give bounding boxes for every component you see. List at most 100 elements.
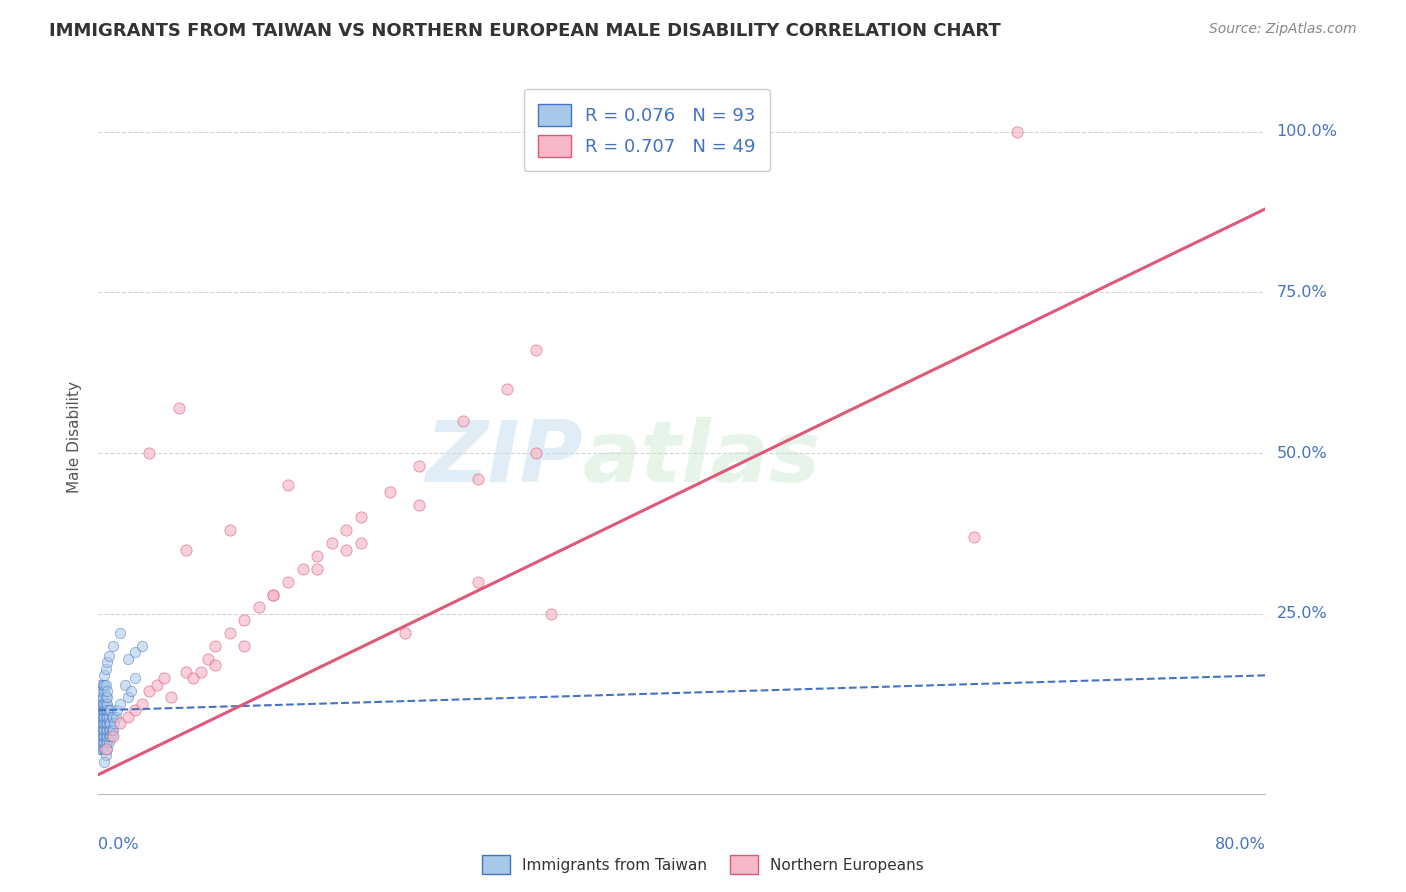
Point [153, 671, 176, 685]
Point [93, 729, 115, 743]
Point [90, 697, 112, 711]
Point [101, 723, 124, 737]
Point [204, 658, 226, 673]
Point [98, 703, 121, 717]
Point [93, 677, 115, 691]
Point [181, 671, 204, 685]
Point [97, 716, 120, 731]
Text: 80.0%: 80.0% [1215, 837, 1265, 852]
Point [110, 626, 132, 640]
Point [247, 600, 270, 615]
Point [218, 626, 240, 640]
Point [90, 690, 112, 705]
Point [89, 690, 111, 705]
Point [96, 684, 118, 698]
Point [524, 343, 547, 358]
Point [120, 684, 142, 698]
Point [233, 613, 256, 627]
Point [94, 742, 117, 756]
Point [131, 639, 153, 653]
Point [467, 472, 489, 486]
Point [94, 748, 117, 763]
Point [262, 588, 284, 602]
Point [408, 458, 430, 473]
Point [94, 735, 117, 749]
Point [100, 710, 122, 724]
Point [90, 710, 112, 724]
Point [91, 729, 114, 743]
Point [962, 530, 984, 544]
Point [90, 723, 112, 737]
Point [97, 648, 120, 663]
Point [138, 684, 160, 698]
Point [94, 703, 117, 717]
Point [540, 607, 562, 621]
Text: atlas: atlas [582, 417, 821, 500]
Point [91, 703, 114, 717]
Point [91, 716, 114, 731]
Point [174, 542, 197, 557]
Point [101, 710, 124, 724]
Point [91, 723, 114, 737]
Point [89, 703, 111, 717]
Point [100, 723, 122, 737]
Point [94, 677, 117, 691]
Point [94, 697, 117, 711]
Point [94, 690, 117, 705]
Point [96, 729, 118, 743]
Point [104, 710, 127, 724]
Point [97, 729, 120, 743]
Point [93, 735, 115, 749]
Point [524, 446, 547, 460]
Point [89, 742, 111, 756]
Point [117, 652, 139, 666]
Point [93, 684, 115, 698]
Point [277, 478, 299, 492]
Point [97, 723, 120, 737]
Point [174, 665, 197, 679]
Point [114, 677, 136, 691]
Text: 25.0%: 25.0% [1277, 607, 1327, 622]
Text: ZIP: ZIP [425, 417, 582, 500]
Point [90, 735, 112, 749]
Text: Source: ZipAtlas.com: Source: ZipAtlas.com [1209, 22, 1357, 37]
Point [93, 716, 115, 731]
Point [96, 723, 118, 737]
Point [96, 703, 118, 717]
Point [93, 668, 115, 682]
Point [117, 690, 139, 705]
Point [96, 742, 118, 756]
Point [105, 703, 128, 717]
Point [93, 703, 115, 717]
Point [94, 723, 117, 737]
Point [96, 735, 118, 749]
Point [91, 690, 114, 705]
Point [190, 665, 212, 679]
Point [291, 562, 314, 576]
Point [90, 729, 112, 743]
Point [93, 710, 115, 724]
Point [97, 735, 120, 749]
Point [89, 729, 111, 743]
Point [96, 710, 118, 724]
Point [93, 755, 115, 769]
Point [233, 639, 256, 653]
Point [98, 729, 121, 743]
Point [110, 716, 132, 731]
Point [124, 671, 146, 685]
Point [89, 697, 111, 711]
Point [93, 742, 115, 756]
Point [91, 710, 114, 724]
Point [96, 690, 118, 705]
Point [97, 710, 120, 724]
Point [93, 697, 115, 711]
Point [307, 549, 329, 563]
Point [91, 742, 114, 756]
Point [124, 645, 146, 659]
Point [1007, 125, 1029, 139]
Point [117, 710, 139, 724]
Point [467, 574, 489, 589]
Point [124, 703, 146, 717]
Point [350, 510, 373, 524]
Point [97, 703, 120, 717]
